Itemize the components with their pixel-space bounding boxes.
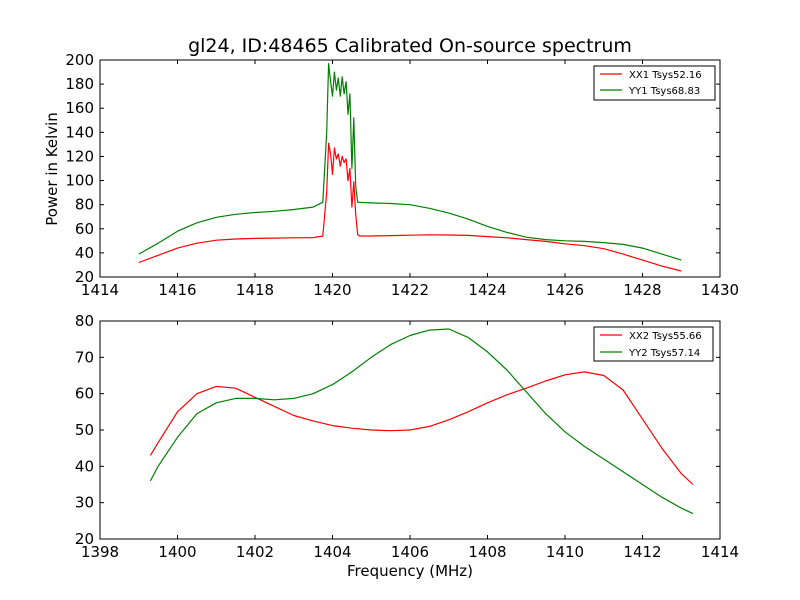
bottom-plot-frame xyxy=(99,320,721,540)
bottom-x-tick-label: 1400 xyxy=(158,543,196,561)
top-y-tick-label: 100 xyxy=(65,172,94,190)
top-y-tick-label: 120 xyxy=(65,147,94,165)
bottom-x-tick-label: 1402 xyxy=(236,543,274,561)
bottom-x-axis-label: Frequency (MHz) xyxy=(347,562,473,580)
bottom-y-tick-label: 80 xyxy=(75,312,94,330)
bottom-series-line-2 xyxy=(149,328,694,515)
bottom-y-tick-label: 40 xyxy=(75,457,94,475)
top-legend-box xyxy=(593,65,716,101)
bottom-x-tick-label: 1412 xyxy=(623,543,661,561)
bottom-x-tick-label: 1408 xyxy=(468,543,506,561)
top-y-tick-label: 80 xyxy=(75,196,94,214)
top-x-tick-label: 1422 xyxy=(391,281,429,299)
top-spectrum-panel: gl24, ID:48465 Calibrated On-source spec… xyxy=(43,35,739,299)
top-y-tick-label: 20 xyxy=(75,268,94,286)
bottom-y-tick-label: 50 xyxy=(75,421,94,439)
bottom-x-tick-label: 1414 xyxy=(701,543,739,561)
top-series-line-2 xyxy=(138,62,682,261)
top-axis-ticks: 1414 1416 1418 1420 1422 1424 1426 1428 1430 20 40… xyxy=(65,51,739,299)
top-x-tick-label: 1424 xyxy=(468,281,506,299)
bottom-y-tick-label: 70 xyxy=(75,348,94,366)
bottom-axis-ticks: 1398 1400 1402 1404 1406 1408 1410 1412 1414 20 30… xyxy=(75,312,739,561)
top-x-tick-label: 1418 xyxy=(236,281,274,299)
top-y-tick-label: 200 xyxy=(65,51,94,69)
top-plot-frame xyxy=(99,59,721,278)
bottom-spectrum-panel: Frequency (MHz) 1398 1400 1402 1404 1406 1408… xyxy=(75,312,739,580)
top-y-tick-label: 140 xyxy=(65,123,94,141)
top-x-tick-label: 1430 xyxy=(701,281,739,299)
bottom-series-lines xyxy=(149,328,694,515)
top-legend-label-yy1: YY1 Tsys68.83 xyxy=(628,86,700,97)
bottom-x-tick-label: 1410 xyxy=(546,543,584,561)
bottom-legend: XX2 Tsys55.66 YY2 Tsys57.14 xyxy=(593,326,714,362)
top-y-tick-label: 40 xyxy=(75,244,94,262)
bottom-y-tick-label: 20 xyxy=(75,530,94,548)
top-series-line-1 xyxy=(138,142,682,272)
bottom-x-tick-label: 1404 xyxy=(313,543,351,561)
top-x-tick-label: 1428 xyxy=(623,281,661,299)
top-x-tick-label: 1416 xyxy=(158,281,196,299)
bottom-y-tick-label: 60 xyxy=(75,385,94,403)
bottom-series-line-1 xyxy=(149,371,694,485)
top-x-tick-label: 1420 xyxy=(313,281,351,299)
top-y-tick-label: 160 xyxy=(65,99,94,117)
top-chart-title: gl24, ID:48465 Calibrated On-source spec… xyxy=(188,35,632,57)
bottom-legend-box xyxy=(593,326,714,362)
bottom-x-tick-label: 1406 xyxy=(391,543,429,561)
bottom-legend-label-xx2: XX2 Tsys55.66 xyxy=(629,331,702,342)
top-legend-label-xx1: XX1 Tsys52.16 xyxy=(629,70,702,81)
bottom-legend-label-yy2: YY2 Tsys57.14 xyxy=(628,348,700,359)
bottom-y-tick-label: 30 xyxy=(75,494,94,512)
bottom-x-tick-label: 1398 xyxy=(81,543,119,561)
top-series-lines xyxy=(138,62,682,272)
top-y-tick-label: 60 xyxy=(75,220,94,238)
top-legend: XX1 Tsys52.16 YY1 Tsys68.83 xyxy=(593,65,716,101)
top-y-axis-label: Power in Kelvin xyxy=(43,112,61,226)
top-x-tick-label: 1414 xyxy=(81,281,119,299)
top-y-tick-label: 180 xyxy=(65,75,94,93)
top-x-tick-label: 1426 xyxy=(546,281,584,299)
